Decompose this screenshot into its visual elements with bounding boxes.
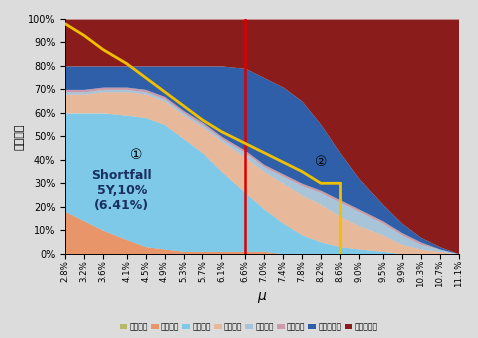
Text: ②: ②: [315, 155, 327, 169]
Legend: 국내주식, 해외주식, 국내채권, 해외채권, 국내사모, 해외사모, 국내부동산, 해외부동산: 국내주식, 해외주식, 국내채권, 해외채권, 국내사모, 해외사모, 국내부동…: [117, 319, 380, 334]
X-axis label: μ: μ: [257, 289, 266, 303]
Text: ①: ①: [130, 148, 142, 162]
Y-axis label: 자산비중: 자산비중: [15, 123, 25, 150]
Text: Shortfall
5Y,10%
(6.41%): Shortfall 5Y,10% (6.41%): [92, 169, 152, 212]
